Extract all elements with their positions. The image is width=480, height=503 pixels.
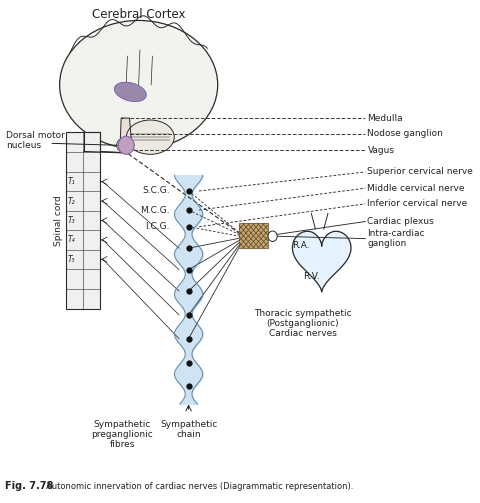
Bar xyxy=(66,132,100,309)
Circle shape xyxy=(118,136,134,154)
Text: T₂: T₂ xyxy=(68,197,75,206)
Text: Autonomic innervation of cardiac nerves (Diagrammatic representation).: Autonomic innervation of cardiac nerves … xyxy=(46,482,354,491)
Text: Medulla: Medulla xyxy=(368,114,403,123)
Text: Dorsal motor
nucleus: Dorsal motor nucleus xyxy=(6,131,65,150)
Ellipse shape xyxy=(126,120,174,154)
Text: Thoracic sympathetic
(Postganglionic)
Cardiac nerves: Thoracic sympathetic (Postganglionic) Ca… xyxy=(254,309,352,339)
Text: Superior cervical nerve: Superior cervical nerve xyxy=(368,167,473,177)
Text: T₁: T₁ xyxy=(68,177,75,186)
Ellipse shape xyxy=(60,21,218,149)
Text: T₄: T₄ xyxy=(68,235,75,244)
Text: Nodose ganglion: Nodose ganglion xyxy=(368,129,444,138)
Text: M.C.G.: M.C.G. xyxy=(140,206,170,215)
Text: R.A.: R.A. xyxy=(292,241,310,250)
Text: I.C.G.: I.C.G. xyxy=(145,222,170,231)
Text: Fig. 7.78: Fig. 7.78 xyxy=(5,481,53,491)
Ellipse shape xyxy=(117,138,134,153)
Text: Vagus: Vagus xyxy=(368,145,395,154)
Text: Middle cervical nerve: Middle cervical nerve xyxy=(368,184,465,193)
Polygon shape xyxy=(292,231,351,292)
Text: T₃: T₃ xyxy=(68,216,75,225)
Circle shape xyxy=(268,231,277,241)
Text: Intra-cardiac
ganglion: Intra-cardiac ganglion xyxy=(368,229,425,248)
Text: Sympathetic
preganglionic
fibres: Sympathetic preganglionic fibres xyxy=(91,420,153,450)
Text: Spinal cord: Spinal cord xyxy=(54,195,63,246)
Text: Sympathetic
chain: Sympathetic chain xyxy=(160,420,217,439)
Text: T₅: T₅ xyxy=(68,255,75,264)
Bar xyxy=(240,223,268,248)
Polygon shape xyxy=(120,118,131,153)
Text: Cardiac plexus: Cardiac plexus xyxy=(368,217,434,226)
Text: Inferior cervical nerve: Inferior cervical nerve xyxy=(368,199,468,208)
Text: S.C.G.: S.C.G. xyxy=(142,187,170,196)
Text: R.V.: R.V. xyxy=(303,272,320,281)
Ellipse shape xyxy=(114,82,146,102)
Text: Cerebral Cortex: Cerebral Cortex xyxy=(92,9,185,22)
